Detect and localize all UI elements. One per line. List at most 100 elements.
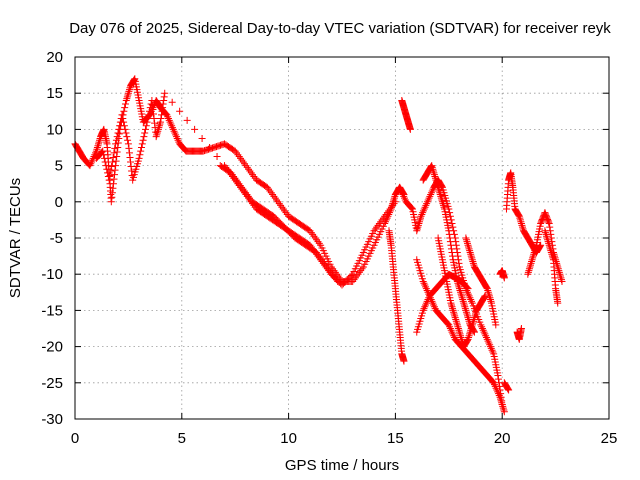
data-point-marker: [467, 297, 475, 305]
data-point-marker: [113, 133, 121, 141]
data-point-marker: [467, 326, 475, 334]
data-point-marker: [439, 201, 447, 209]
data-point-marker: [445, 227, 453, 235]
data-point-marker: [357, 267, 365, 275]
data-point-marker: [381, 212, 389, 220]
data-point-marker: [324, 265, 332, 273]
plot-frame: [74, 56, 610, 420]
data-point-marker: [516, 214, 524, 222]
data-point-marker: [396, 185, 404, 193]
data-point-marker: [120, 107, 128, 115]
data-point-marker: [423, 198, 431, 206]
data-point-marker: [168, 122, 176, 130]
data-point-marker: [465, 334, 473, 342]
data-point-marker: [227, 169, 235, 177]
data-point-marker: [140, 133, 148, 141]
data-point-marker: [462, 236, 470, 244]
data-point-marker: [466, 294, 474, 302]
data-point-marker: [528, 256, 536, 264]
data-point-marker: [173, 134, 181, 142]
data-point-marker: [488, 346, 496, 354]
data-point-marker: [379, 214, 387, 222]
data-point-marker: [95, 138, 103, 146]
data-point-marker: [545, 239, 553, 247]
data-point-marker: [122, 96, 130, 104]
data-point-marker: [150, 115, 158, 123]
data-point-marker: [516, 216, 524, 224]
data-point-marker: [417, 212, 425, 220]
data-point-marker: [265, 185, 273, 193]
data-point-marker: [236, 182, 244, 190]
data-point-marker: [455, 283, 463, 291]
data-point-marker: [421, 281, 429, 289]
data-point-marker: [104, 172, 112, 180]
data-point-marker: [115, 125, 123, 133]
data-point-marker: [191, 125, 199, 133]
data-point-marker: [161, 89, 169, 97]
data-point-marker: [556, 272, 564, 280]
data-point-marker: [277, 201, 285, 209]
data-point-marker: [121, 104, 129, 112]
data-point-marker: [375, 220, 383, 228]
data-point-marker: [141, 125, 149, 133]
data-point-marker: [306, 227, 314, 235]
data-point-marker: [118, 111, 126, 119]
data-point-marker: [447, 301, 455, 309]
data-point-marker: [164, 113, 172, 121]
data-point-marker: [431, 172, 439, 180]
series-sat-e: [385, 227, 408, 365]
data-point-marker: [415, 218, 423, 226]
data-point-marker: [453, 321, 461, 329]
data-point-marker: [447, 241, 455, 249]
data-point-marker: [100, 154, 108, 162]
data-point-marker: [546, 243, 554, 251]
data-point-marker: [543, 232, 551, 240]
data-point-marker: [423, 200, 431, 208]
data-point-marker: [156, 118, 164, 126]
data-point-marker: [455, 328, 463, 336]
data-point-marker: [160, 96, 168, 104]
data-point-marker: [123, 133, 131, 141]
data-point-marker: [517, 218, 525, 226]
data-point-marker: [121, 100, 129, 108]
data-point-marker: [233, 149, 241, 157]
data-point-marker: [102, 162, 110, 170]
data-point-marker: [527, 261, 535, 269]
data-point-marker: [430, 301, 438, 309]
data-point-marker: [438, 198, 446, 206]
data-point-marker: [319, 258, 327, 266]
data-point-marker: [416, 214, 424, 222]
data-point-marker: [437, 194, 445, 202]
data-point-marker: [525, 267, 533, 275]
data-point-marker: [250, 172, 258, 180]
data-point-marker: [106, 172, 114, 180]
data-point-marker: [437, 192, 445, 200]
data-point-marker: [529, 252, 537, 260]
data-point-marker: [331, 274, 339, 282]
data-point-marker: [119, 115, 127, 123]
data-point-marker: [373, 223, 381, 231]
data-point-marker: [238, 183, 246, 191]
data-point-marker: [109, 153, 117, 161]
data-point-marker: [489, 348, 497, 356]
data-point-marker: [422, 201, 430, 209]
data-point-marker: [126, 153, 134, 161]
data-point-marker: [139, 136, 147, 144]
data-point-marker: [137, 147, 145, 155]
data-point-marker: [88, 158, 96, 166]
data-point-marker: [419, 209, 427, 217]
data-point-marker: [530, 248, 538, 256]
grid-lines: [75, 57, 609, 419]
data-point-marker: [463, 238, 471, 246]
data-point-marker: [330, 272, 338, 280]
data-point-marker: [447, 326, 455, 334]
data-point-marker: [448, 220, 456, 228]
data-point-marker: [138, 140, 146, 148]
data-point-marker: [429, 299, 437, 307]
data-point-marker: [447, 299, 455, 307]
series-sat-d: [398, 96, 414, 133]
data-point-marker: [497, 395, 505, 403]
data-point-marker: [108, 163, 116, 171]
data-point-marker: [172, 133, 180, 141]
data-point-marker: [400, 357, 408, 365]
